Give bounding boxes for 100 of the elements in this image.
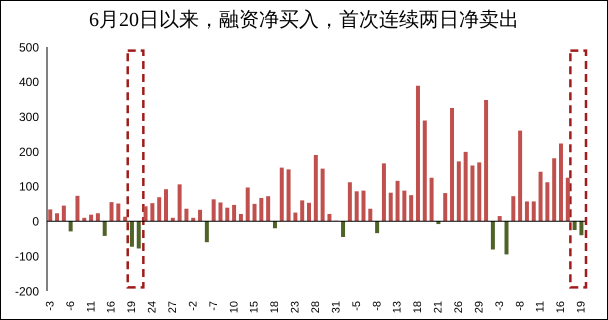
bar (545, 182, 550, 222)
bar (532, 201, 536, 222)
bar (572, 221, 577, 230)
x-tick-label: 18 (269, 301, 282, 314)
bar (225, 208, 230, 222)
bar (286, 169, 291, 222)
x-tick-label: 15 (248, 301, 261, 314)
bar (490, 221, 495, 250)
bar (524, 201, 529, 222)
x-tick-label: 13 (392, 301, 404, 314)
x-tick-label: 10 (228, 301, 240, 314)
x-tick-label: 28 (310, 301, 322, 314)
bar (320, 168, 325, 222)
x-tick-label: 18 (412, 301, 424, 314)
bar (477, 162, 482, 222)
bar (218, 202, 222, 222)
x-tick-label: 29 (473, 301, 486, 314)
bar (327, 214, 332, 222)
bar (348, 182, 352, 222)
bar (238, 214, 243, 222)
x-tick-label: -8 (371, 301, 384, 311)
bar (354, 191, 359, 222)
bar (178, 184, 182, 222)
x-tick-label: 16 (555, 301, 568, 314)
bar (538, 172, 543, 222)
bar (89, 214, 94, 222)
bar (388, 192, 393, 222)
bar (456, 161, 461, 222)
bar (566, 178, 570, 222)
bar (382, 163, 386, 222)
bar (402, 190, 406, 222)
x-tick-label: -2 (187, 301, 200, 311)
bar (184, 208, 188, 222)
bar (422, 120, 427, 222)
x-tick-label: 26 (453, 301, 466, 314)
chart-title: 6月20日以来，融资净买入，首次连续两日净卖出 (88, 8, 520, 33)
bar (484, 100, 488, 222)
bar (130, 221, 134, 247)
bar (157, 197, 162, 222)
bar (232, 204, 236, 222)
bar (464, 152, 468, 222)
x-tick-label: -7 (208, 301, 220, 311)
y-tick-label: 100 (18, 180, 40, 194)
x-tick-label: -3 (44, 301, 56, 311)
bar (102, 221, 107, 236)
bar (416, 86, 420, 222)
bar (96, 213, 100, 222)
bar (252, 204, 257, 222)
bar (144, 206, 148, 222)
bar (307, 202, 312, 222)
x-tick-label: 19 (126, 301, 138, 314)
bar (579, 221, 584, 236)
y-tick-label: 200 (18, 144, 40, 159)
bar (293, 212, 298, 222)
bar (266, 196, 270, 222)
bar (75, 196, 80, 222)
bar (558, 144, 563, 222)
bar (430, 178, 434, 222)
bar (368, 208, 372, 222)
y-tick-label: 0 (32, 214, 40, 229)
x-tick-label: 27 (166, 301, 179, 314)
x-tick-label: -3 (494, 301, 506, 311)
x-tick-label: 23 (290, 301, 302, 314)
bar (68, 221, 73, 232)
y-tick-label: 300 (18, 110, 40, 124)
bar (280, 168, 284, 222)
bar (470, 166, 474, 222)
y-tick-label: 400 (18, 75, 40, 90)
y-tick-label: 500 (18, 40, 40, 54)
bar (150, 203, 154, 222)
y-tick-label: -100 (14, 249, 40, 264)
bar (116, 204, 120, 222)
bar (259, 198, 264, 222)
bar (361, 190, 366, 222)
y-tick-label: -200 (14, 284, 40, 298)
bar (450, 108, 454, 222)
bar (504, 221, 509, 254)
x-tick-label: 24 (146, 301, 159, 314)
bar (396, 180, 400, 222)
bar (511, 196, 516, 222)
bar (375, 221, 380, 234)
x-tick-label: -8 (514, 301, 526, 311)
x-tick-label: 21 (432, 301, 445, 314)
bar (300, 200, 304, 222)
bar (55, 213, 60, 222)
bar (212, 199, 216, 222)
bar (136, 221, 141, 248)
bar (498, 216, 502, 222)
bar (443, 193, 448, 222)
x-tick-label: 11 (85, 301, 98, 312)
bar (48, 209, 52, 222)
bar (314, 155, 318, 222)
bar (518, 130, 522, 222)
bar (341, 221, 346, 237)
x-tick-label: 31 (330, 301, 342, 314)
bar (246, 187, 250, 222)
bar (409, 195, 414, 222)
x-tick-label: 19 (576, 301, 588, 314)
bar (204, 221, 209, 242)
bar (552, 158, 556, 222)
